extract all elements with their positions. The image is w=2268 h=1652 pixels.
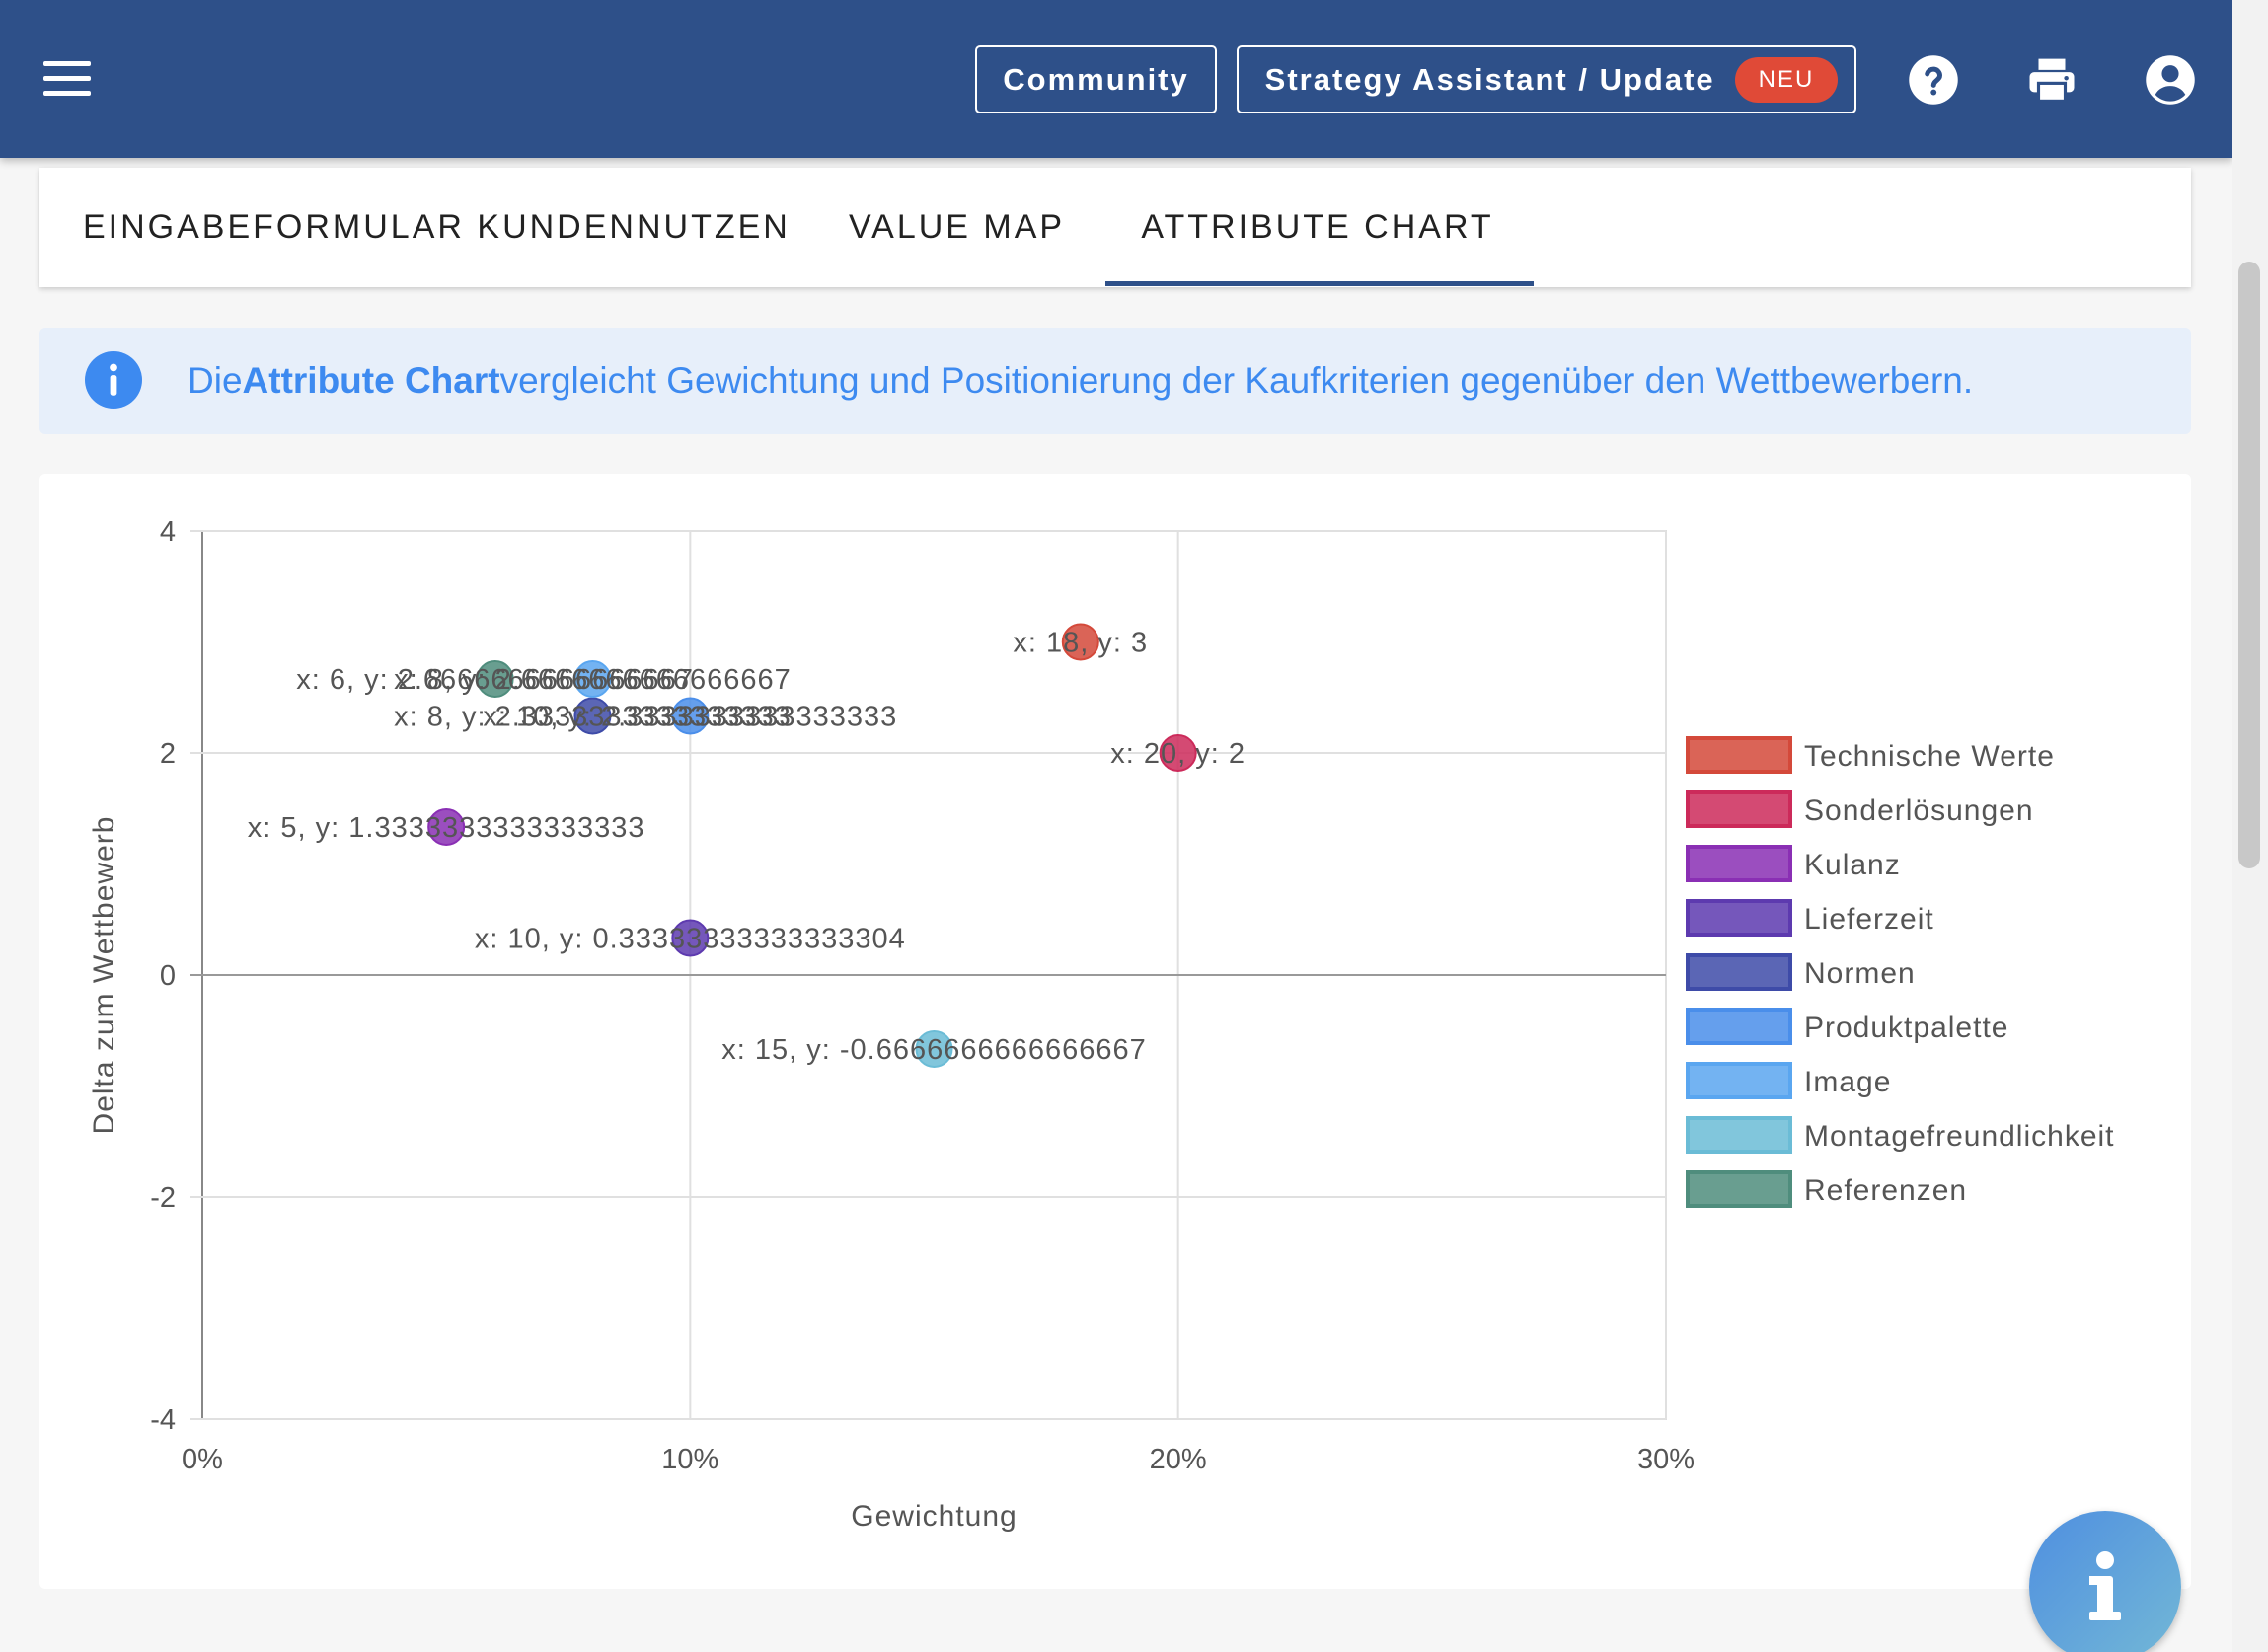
data-label: x: 20, y: 2 (1110, 738, 1246, 770)
legend-label: Image (1804, 1066, 1891, 1098)
y-tick-label: -2 (150, 1182, 176, 1214)
info-emphasis: Attribute Chart (242, 360, 500, 401)
legend-swatch (1686, 736, 1792, 774)
x-axis-title: Gewichtung (851, 1500, 1017, 1533)
y-tick-label: 0 (160, 960, 176, 992)
community-button[interactable]: Community (975, 45, 1217, 113)
legend-swatch (1686, 1170, 1792, 1208)
info-suffix: vergleicht Gewichtung und Positionierung… (499, 360, 1974, 401)
legend-label: Normen (1804, 957, 1916, 990)
chart-card: 0% 10% 20% 30% 4 2 0 -2 -4 Gewichtung Delta zum We… (39, 474, 2191, 1589)
legend-label: Produktpalette (1804, 1012, 2008, 1044)
attribute-scatter-chart: 0% 10% 20% 30% 4 2 0 -2 -4 Gewichtung Delta zum We… (88, 516, 2115, 1533)
legend-label: Technische Werte (1804, 740, 2055, 773)
legend-label: Kulanz (1804, 849, 1901, 881)
data-point (573, 697, 612, 735)
legend-label: Montagefreundlichkeit (1804, 1120, 2115, 1153)
data-label: x: 8, y: 2.3333333333333333 (394, 702, 792, 733)
data-label: x: 18, y: 3 (1013, 628, 1148, 659)
account-icon[interactable] (2144, 53, 2197, 107)
strategy-assistant-button[interactable]: Strategy Assistant / Update NEU (1237, 45, 1856, 113)
help-icon[interactable] (1907, 53, 1960, 107)
strategy-label: Strategy Assistant / Update (1264, 61, 1715, 97)
data-point (671, 697, 710, 735)
tab-label: EINGABEFORMULAR KUNDENNUTZEN (83, 208, 791, 246)
scrollbar-thumb[interactable] (2238, 262, 2260, 868)
legend-swatch (1686, 1008, 1792, 1045)
legend-swatch (1686, 1062, 1792, 1099)
info-icon (2089, 1551, 2121, 1620)
legend-swatch (1686, 899, 1792, 937)
legend-swatch (1686, 790, 1792, 828)
data-point (1061, 623, 1099, 661)
tab-label: VALUE MAP (849, 208, 1066, 246)
data-label: x: 6, y: 2.6666666666666667 (296, 664, 694, 696)
menu-icon[interactable] (43, 61, 91, 97)
data-point (915, 1030, 953, 1068)
data-label: x: 15, y: -0.6666666666666667 (721, 1034, 1147, 1066)
data-label: x: 10, y: 0.33333333333333304 (475, 924, 906, 955)
data-label: x: 8, y: 2.6666666666666667 (394, 664, 792, 696)
data-point (1159, 734, 1197, 772)
tab-label: ATTRIBUTE CHART (1141, 208, 1494, 246)
y-tick-label: -4 (150, 1404, 176, 1436)
legend-label: Referenzen (1804, 1174, 1967, 1207)
data-point (427, 808, 466, 846)
info-prefix: Die (188, 360, 243, 401)
x-tick-label: 30% (1637, 1444, 1695, 1475)
legend-label: Lieferzeit (1804, 903, 1934, 936)
legend-swatch (1686, 1116, 1792, 1154)
data-point (573, 660, 612, 698)
y-tick-label: 2 (160, 738, 176, 770)
app-header: Community Strategy Assistant / Update NE… (0, 0, 2232, 158)
community-label: Community (1003, 61, 1189, 97)
y-axis-title: Delta zum Wettbewerb (88, 816, 120, 1135)
info-fab-button[interactable] (2029, 1511, 2181, 1652)
data-point (671, 919, 710, 957)
info-icon (85, 351, 142, 409)
legend-swatch (1686, 845, 1792, 882)
legend-label: Sonderlösungen (1804, 794, 2034, 827)
data-label: x: 5, y: 1.3333333333333333 (248, 812, 645, 844)
x-tick-label: 20% (1150, 1444, 1207, 1475)
active-tab-indicator (1105, 281, 1534, 286)
x-tick-label: 0% (182, 1444, 223, 1475)
data-point (476, 660, 514, 698)
data-label: x: 10, y: 2.3333333333333333 (483, 702, 897, 733)
info-text: Die Attribute Chart vergleicht Gewichtun… (188, 328, 1973, 434)
tab-attribute-chart[interactable]: ATTRIBUTE CHART (1105, 168, 1530, 287)
legend-swatch (1686, 953, 1792, 991)
print-icon[interactable] (2025, 53, 2079, 107)
new-badge: NEU (1734, 56, 1839, 103)
tab-eingabeformular[interactable]: EINGABEFORMULAR KUNDENNUTZEN (83, 168, 791, 287)
tab-bar: EINGABEFORMULAR KUNDENNUTZEN VALUE MAP A… (39, 168, 2191, 287)
y-tick-label: 4 (160, 516, 176, 548)
tab-value-map[interactable]: VALUE MAP (849, 168, 1065, 287)
x-tick-label: 10% (661, 1444, 718, 1475)
info-banner: Die Attribute Chart vergleicht Gewichtun… (39, 328, 2191, 434)
